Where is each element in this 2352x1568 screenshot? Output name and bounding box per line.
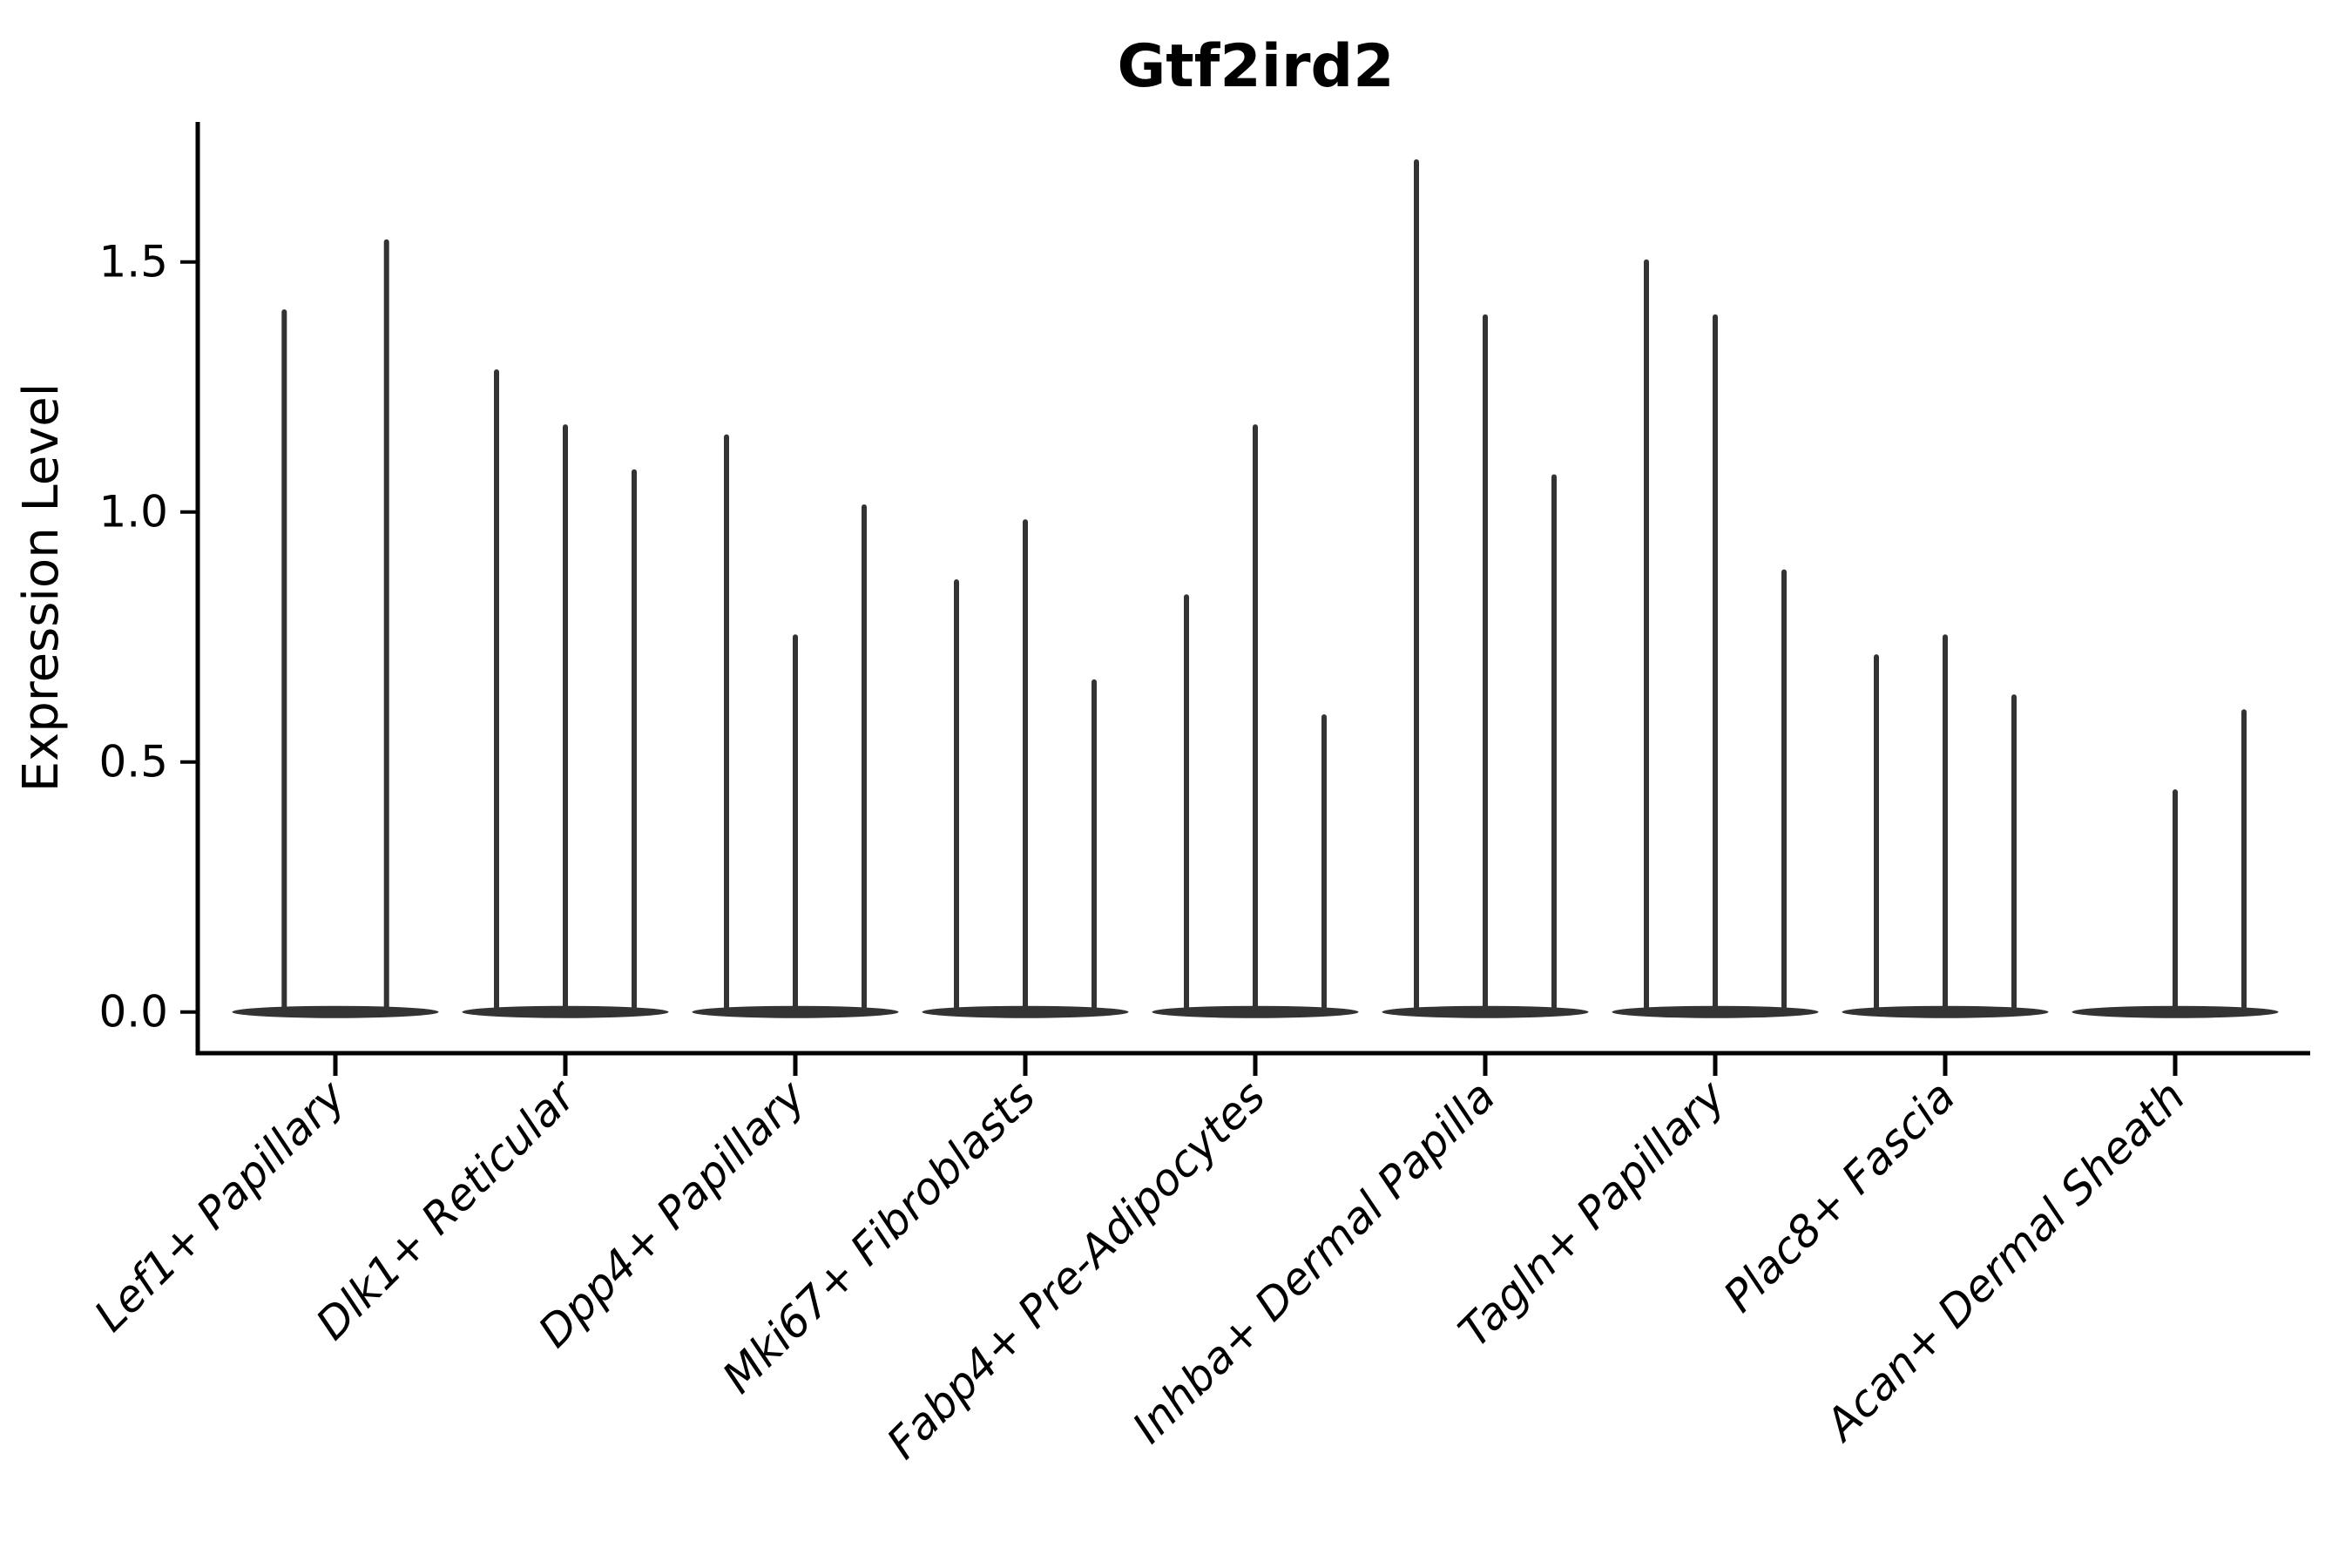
y-tick-label: 1.0 (98, 487, 168, 537)
y-tick-label: 1.5 (98, 237, 168, 287)
violin-base (232, 1005, 439, 1018)
y-axis-label: Expression Level (13, 383, 70, 793)
y-tick-label: 0.5 (98, 737, 168, 787)
y-tick-label: 0.0 (98, 987, 168, 1037)
chart-title: Gtf2ird2 (1117, 32, 1394, 101)
x-axis-label: Inhba+ Dermal Papilla (1123, 1071, 1504, 1452)
x-axis-label: Plac8+ Fascia (1714, 1071, 1965, 1321)
x-axis-label: Lef1+ Papillary (84, 1070, 355, 1341)
x-axis-label: Fabp4+ Pre-Adipocytes (877, 1071, 1275, 1469)
